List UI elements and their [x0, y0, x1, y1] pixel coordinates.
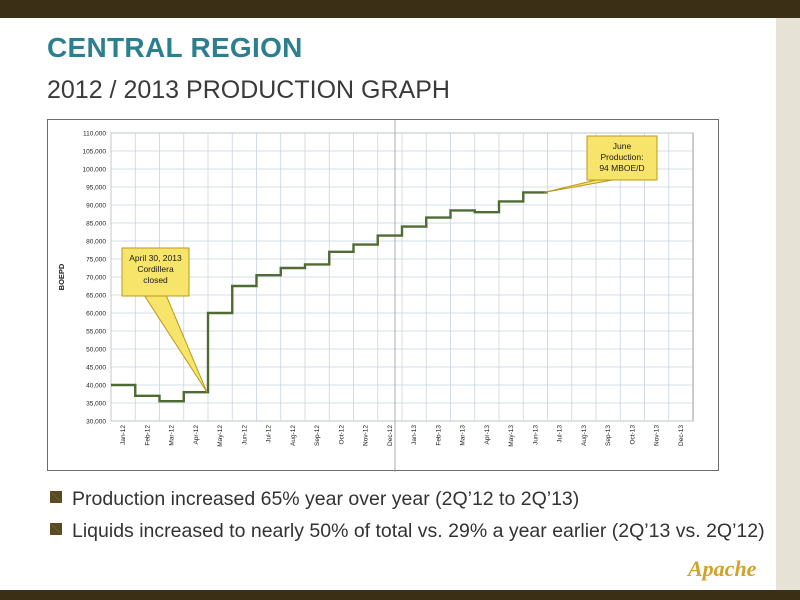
x-tick-label: Jan-13 — [411, 425, 418, 445]
x-tick-label: Aug-12 — [290, 425, 297, 446]
production-chart: 30,000 35,000 40,000 45,000 50,000 55,000 60,0… — [57, 120, 694, 472]
y-tick-label: 105,000 — [83, 149, 107, 156]
slide-title: CENTRAL REGION — [47, 32, 303, 63]
bullet-marker-icon — [50, 523, 62, 535]
chart-frame: 30,000 35,000 40,000 45,000 50,000 55,000 60,0… — [47, 119, 719, 472]
x-tick-label: Nov-13 — [654, 425, 661, 446]
y-tick-label: 30,000 — [86, 419, 106, 426]
y-tick-label: 55,000 — [86, 329, 106, 336]
x-tick-label: Feb-12 — [144, 425, 151, 446]
apache-logo: Apache — [688, 556, 757, 581]
bullet-item: Liquids increased to nearly 50% of total… — [50, 518, 770, 544]
x-tick-label: May-12 — [217, 425, 224, 447]
y-tick-label: 95,000 — [86, 185, 106, 192]
x-tick-label: Sep-12 — [314, 425, 321, 446]
x-tick-label: Apr-12 — [193, 425, 200, 445]
x-tick-label: Mar-12 — [169, 425, 176, 446]
x-tick-label: Mar-13 — [460, 425, 467, 446]
x-tick-label: Aug-13 — [581, 425, 588, 446]
y-tick-label: 90,000 — [86, 203, 106, 210]
x-tick-label: Jan-12 — [120, 425, 127, 445]
callout-text: Production: — [601, 152, 644, 162]
x-tick-label: Dec-12 — [387, 425, 394, 446]
x-tick-label: Sep-13 — [605, 425, 612, 446]
bullet-list: Production increased 65% year over year … — [50, 486, 770, 550]
y-tick-label: 100,000 — [83, 167, 107, 174]
callout-box — [586, 135, 658, 181]
y-tick-label: 50,000 — [86, 347, 106, 354]
x-tick-label: Nov-12 — [363, 425, 370, 446]
top-bar — [0, 0, 800, 18]
y-tick-label: 110,000 — [83, 131, 106, 138]
x-tick-label: Feb-13 — [435, 425, 442, 446]
y-tick-label: 35,000 — [86, 401, 106, 408]
y-tick-label: 85,000 — [86, 221, 106, 228]
bottom-bar — [0, 590, 800, 600]
x-tick-label: Jul-12 — [266, 425, 273, 443]
right-band — [776, 18, 800, 590]
y-tick-label: 60,000 — [86, 311, 106, 318]
production-line — [111, 191, 548, 403]
bullet-marker-icon — [50, 491, 62, 503]
callout-box — [121, 247, 190, 297]
callout-text: 94 MBOE/D — [599, 163, 644, 173]
callout-text: Cordillera — [137, 264, 174, 274]
y-tick-label: 65,000 — [86, 293, 106, 300]
x-tick-label: Jun-12 — [241, 425, 248, 445]
x-tick-label: Oct-12 — [338, 425, 345, 445]
callout-text: June — [613, 141, 632, 151]
x-tick-label: Oct-13 — [629, 425, 636, 445]
bullet-item: Production increased 65% year over year … — [50, 486, 770, 512]
y-tick-label: 45,000 — [86, 365, 106, 372]
x-tick-label: Jun-13 — [532, 425, 539, 445]
y-tick-label: 40,000 — [86, 383, 106, 390]
y-tick-label: 75,000 — [86, 257, 106, 264]
bullet-text: Liquids increased to nearly 50% of total… — [72, 520, 765, 542]
x-tick-label: Apr-13 — [484, 425, 491, 445]
x-tick-label: Jul-13 — [557, 425, 564, 443]
callout-text: closed — [143, 275, 168, 285]
slide-subtitle: 2012 / 2013 PRODUCTION GRAPH — [47, 76, 450, 104]
y-tick-label: 80,000 — [86, 239, 106, 246]
callout-text: April 30, 2013 — [129, 253, 182, 263]
x-tick-label: May-13 — [508, 425, 515, 447]
bullet-text: Production increased 65% year over year … — [72, 488, 580, 510]
x-tick-label: Dec-13 — [678, 425, 685, 446]
y-tick-label: 70,000 — [86, 275, 106, 282]
y-axis-label: BOEPD — [57, 263, 66, 290]
